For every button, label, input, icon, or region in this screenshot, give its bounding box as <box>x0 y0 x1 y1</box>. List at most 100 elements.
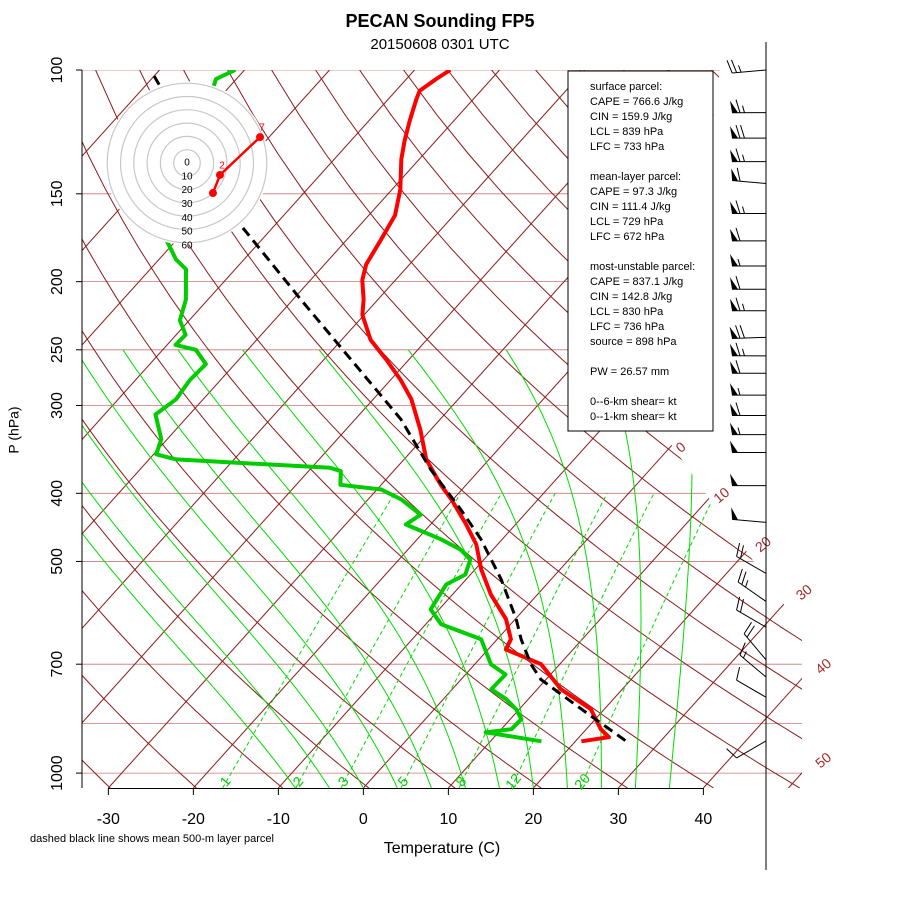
hodograph-label: 7 <box>259 123 265 134</box>
barb-staff <box>737 568 767 602</box>
chart-title: PECAN Sounding FP5 <box>346 11 535 31</box>
hodograph-ring-label: 40 <box>181 213 193 224</box>
dry-adiabat <box>82 70 197 788</box>
wind-barb <box>730 276 767 290</box>
barb-flag <box>730 253 738 266</box>
footnote: dashed black line shows mean 500-m layer… <box>30 833 274 845</box>
barb-staff <box>731 342 767 357</box>
mixing-ratio-line <box>458 493 608 788</box>
wind-barb <box>730 297 767 312</box>
info-text: most-unstable parcel: <box>590 261 695 273</box>
info-text: LFC = 672 hPa <box>590 231 665 243</box>
hodograph-point <box>215 170 224 179</box>
sounding-line <box>360 70 611 744</box>
moist-adiabat <box>177 349 466 788</box>
x-tick-label: 0 <box>359 811 368 828</box>
data-lines <box>152 70 628 744</box>
wind-barb <box>726 740 767 759</box>
wind-barb <box>739 642 767 678</box>
barb-flag <box>730 126 738 139</box>
wind-barb <box>730 200 767 215</box>
hodograph-point <box>208 189 217 198</box>
barb-staff <box>726 59 767 74</box>
wind-barb <box>730 342 767 357</box>
mixing-ratio-line <box>340 493 502 788</box>
moist-adiabat <box>82 349 296 788</box>
wind-barb <box>737 568 767 602</box>
hodograph-ring-label: 50 <box>181 227 193 238</box>
info-text: PW = 26.57 mm <box>590 366 669 378</box>
info-text: 0--6-km shear= kt <box>590 396 677 408</box>
info-text: CAPE = 837.1 J/kg <box>590 276 683 288</box>
info-text: CAPE = 766.6 J/kg <box>590 96 683 108</box>
dry-adiabat <box>315 70 802 788</box>
x-tick-label: -20 <box>182 811 205 828</box>
barb-flag <box>729 326 739 339</box>
isotherm-label: 40 <box>812 655 834 677</box>
wind-barb <box>743 622 767 661</box>
moist-adiabat <box>82 349 364 788</box>
x-tick-label: -10 <box>267 811 290 828</box>
info-text: CAPE = 97.3 J/kg <box>590 186 677 198</box>
mixing-ratio-line <box>510 493 655 788</box>
isotherm <box>82 70 500 788</box>
barb-staff <box>731 297 767 312</box>
y-tick-label: 150 <box>49 180 66 207</box>
wind-barb <box>731 167 767 184</box>
barb-flag <box>731 168 739 182</box>
dry-adiabat <box>82 70 714 788</box>
y-tick-label: 400 <box>49 480 66 507</box>
info-box <box>567 70 714 432</box>
dry-adiabat <box>82 70 542 788</box>
moist-adiabat <box>318 349 534 788</box>
hodograph-bg <box>105 81 269 245</box>
dry-adiabat <box>271 70 802 788</box>
barb-flag <box>730 201 738 214</box>
barb-flag <box>731 507 739 520</box>
barb-staff <box>743 622 767 661</box>
barb-staff <box>731 148 767 163</box>
info-text: LFC = 733 hPa <box>590 141 665 153</box>
moist-adiabat <box>242 349 500 788</box>
dry-adiabat <box>139 70 802 788</box>
info-text: LCL = 830 hPa <box>590 306 664 318</box>
isotherm <box>618 70 802 788</box>
barb-staff <box>732 167 767 184</box>
isotherm-label: 30 <box>793 581 815 603</box>
x-tick-label: 30 <box>609 811 627 828</box>
dry-adiabat <box>755 70 802 788</box>
info-text: mean-layer parcel: <box>590 171 681 183</box>
barb-staff <box>726 740 767 759</box>
barb-staff <box>731 124 767 139</box>
barb-flag <box>730 277 738 290</box>
dry-adiabat <box>844 70 900 788</box>
y-tick-label: 300 <box>49 392 66 419</box>
hodograph-ring-label: 30 <box>181 199 193 210</box>
barb-staff <box>731 402 767 416</box>
wind-barb <box>736 596 767 628</box>
barb-staff <box>731 427 767 436</box>
isotherm <box>82 70 415 788</box>
wind-barb <box>730 99 767 114</box>
dry-adiabat <box>183 70 802 788</box>
isotherm <box>533 70 802 788</box>
isotherm <box>82 70 670 788</box>
barb-flag <box>730 422 738 435</box>
wind-barb <box>730 227 767 242</box>
mixing-ratio-line <box>222 493 395 788</box>
dry-adiabat <box>82 70 370 788</box>
barb-staff <box>736 666 767 698</box>
dry-adiabat <box>82 70 456 788</box>
mixing-ratio-line <box>295 493 461 788</box>
hodograph-ring <box>119 95 255 231</box>
barb-flag <box>730 473 738 486</box>
sounding-line <box>152 75 628 743</box>
isotherm <box>788 70 802 788</box>
wind-barb <box>730 360 767 374</box>
y-tick-label: 200 <box>49 268 66 295</box>
wind-barb <box>730 124 767 139</box>
wind-barb <box>729 325 767 339</box>
barb-flag <box>730 361 738 374</box>
